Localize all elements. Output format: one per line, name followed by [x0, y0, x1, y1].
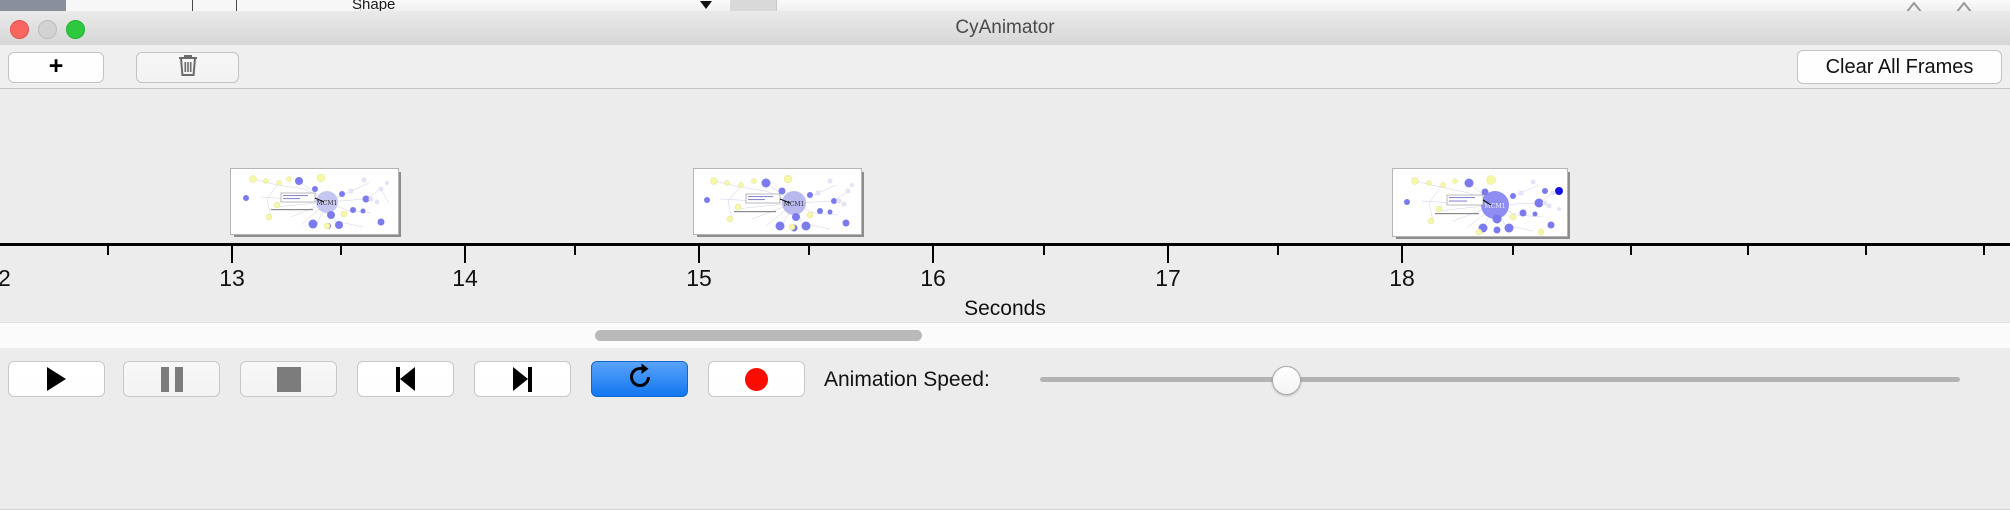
axis-tick-minor [1747, 246, 1749, 255]
play-icon [47, 367, 66, 391]
axis-tick-major [698, 246, 700, 263]
axis-tick-major [1167, 246, 1169, 263]
timeline-scrollbar[interactable] [0, 322, 2010, 349]
add-frame-button[interactable]: + [8, 52, 104, 83]
axis-tick-minor [1630, 246, 1632, 255]
timeline-frame-thumbnail[interactable]: MCM1 [230, 168, 401, 237]
timeline-frame-thumbnail[interactable]: MCM1 [693, 168, 864, 237]
background-segment [730, 0, 777, 11]
clear-all-frames-button[interactable]: Clear All Frames [1797, 50, 2002, 84]
loop-button[interactable] [591, 361, 688, 397]
axis-tick-major [1401, 246, 1403, 263]
axis-tick-label: 17 [1155, 265, 1181, 291]
network-graph-icon: MCM1 [704, 174, 854, 232]
background-window-label: Shape [352, 0, 396, 12]
close-light[interactable] [10, 20, 29, 39]
axis-tick-label: 18 [1389, 265, 1415, 291]
background-segment [66, 0, 177, 11]
axis-tick-minor [1277, 246, 1279, 255]
timeline-panel[interactable]: MCM1 [0, 89, 2010, 322]
skip-back-icon [396, 366, 415, 392]
animation-speed-slider[interactable] [1040, 361, 1960, 397]
scrollbar-thumb[interactable] [595, 330, 922, 341]
previous-frame-button[interactable] [357, 361, 454, 397]
timeline-axis [0, 243, 2010, 246]
next-frame-button[interactable] [474, 361, 571, 397]
network-graph-icon: MCM1 [1404, 175, 1563, 236]
maximize-light[interactable] [66, 20, 85, 39]
background-segment [194, 0, 239, 11]
axis-title: Seconds [964, 297, 1046, 320]
playback-control-bar: Animation Speed: [0, 348, 2010, 410]
svg-text:MCM1: MCM1 [784, 201, 805, 208]
plus-icon: + [48, 52, 64, 80]
axis-tick-minor [574, 246, 576, 255]
page-title: CyAnimator [955, 17, 1055, 38]
axis-tick-minor [1043, 246, 1045, 255]
background-segment [262, 0, 301, 11]
timeline-frame-thumbnail[interactable]: MCM1 [1392, 168, 1570, 239]
background-chevron-icon [1955, 0, 1973, 11]
loop-icon [626, 363, 654, 396]
stop-button[interactable] [240, 361, 337, 397]
axis-tick-minor [1512, 246, 1514, 255]
axis-tick-minor [808, 246, 810, 255]
delete-frame-button[interactable] [136, 52, 239, 83]
background-tick [192, 0, 193, 11]
axis-tick-minor [107, 246, 109, 255]
axis-tick-label: 16 [920, 265, 946, 291]
trash-icon [177, 53, 199, 83]
slider-track[interactable] [1040, 377, 1960, 382]
pause-icon [160, 366, 183, 392]
skip-forward-icon [513, 366, 532, 392]
svg-text:MCM1: MCM1 [1484, 203, 1505, 210]
record-icon [745, 367, 768, 391]
network-graph-icon: MCM1 [243, 173, 390, 230]
animation-speed-label: Animation Speed: [824, 368, 990, 391]
axis-tick-minor [1865, 246, 1867, 255]
background-window-dark-block [0, 0, 66, 11]
axis-tick-major [231, 246, 233, 263]
background-arrow-icon [700, 1, 712, 9]
axis-tick-label: 12 [0, 265, 11, 291]
axis-tick-label: 15 [686, 265, 712, 291]
background-tick [236, 0, 237, 11]
stop-icon [276, 366, 301, 392]
axis-tick-major [932, 246, 934, 263]
svg-text:MCM1: MCM1 [317, 200, 338, 207]
pause-button[interactable] [123, 361, 220, 397]
background-chevron-icon [1905, 0, 1923, 11]
play-button[interactable] [8, 361, 105, 397]
title-bar: CyAnimator [0, 11, 2010, 46]
thumbnail-image: MCM1 [693, 168, 862, 235]
axis-tick-minor [340, 246, 342, 255]
record-button[interactable] [708, 361, 805, 397]
thumbnail-image: MCM1 [230, 168, 399, 235]
background-segment [238, 0, 263, 11]
background-segment [300, 0, 361, 11]
thumbnail-image: MCM1 [1392, 168, 1568, 237]
axis-tick-label: 13 [219, 265, 245, 291]
window-controls [10, 20, 85, 39]
toolbar: + Clear All Frames [0, 45, 2010, 89]
axis-tick-major [464, 246, 466, 263]
slider-knob[interactable] [1272, 366, 1301, 395]
axis-tick-minor [1983, 246, 1985, 255]
minimize-light[interactable] [38, 20, 57, 39]
axis-tick-label: 14 [452, 265, 478, 291]
